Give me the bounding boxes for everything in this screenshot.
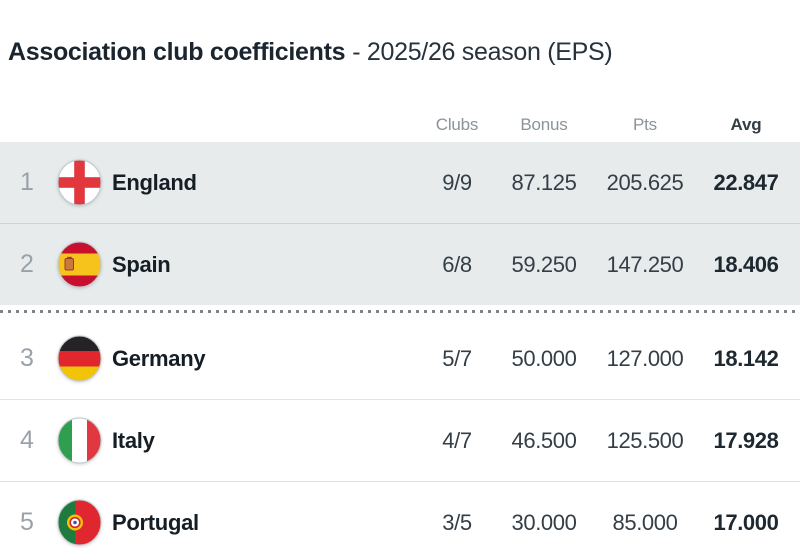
avg-cell: 18.142 [713,345,779,371]
avg-cell: 17.928 [713,427,779,453]
column-header-clubs: Clubs [435,115,479,134]
clubs-cell: 4/7 [442,427,472,453]
country-name: England [112,169,197,195]
clubs-cell: 6/8 [442,251,472,277]
pts-cell: 85.000 [612,509,678,535]
clubs-cell: 9/9 [442,169,472,195]
rank-cell: 1 [20,168,34,196]
table-row-spain[interactable]: 2 Spain 6/8 59.250 147.250 18.406 [0,223,800,305]
bonus-cell: 46.500 [511,427,577,453]
pts-cell: 205.625 [606,169,684,195]
table-row-england[interactable]: 1 England 9/9 87.125 205.625 22.847 [0,142,800,223]
column-header-avg: Avg [730,115,762,134]
pts-cell: 147.250 [606,251,684,277]
bonus-cell: 87.125 [511,169,577,195]
spain-flag-icon [48,241,110,288]
page-title-subtitle: - 2025/26 season (EPS) [352,38,613,66]
page-title: Association club coefficients - 2025/26 s… [8,37,800,67]
table-row-germany[interactable]: 3 Germany 5/7 50.000 127.000 18.142 [0,318,800,399]
clubs-cell: 3/5 [442,509,472,535]
rank-cell: 3 [20,344,34,372]
bonus-cell: 50.000 [511,345,577,371]
rank-cell: 5 [20,508,34,536]
country-name: Germany [112,345,206,371]
rank-cell: 2 [20,250,34,278]
pts-cell: 127.000 [606,345,684,371]
table-body: 1 England 9/9 87.125 205.625 22.847 2 Sp… [0,142,800,555]
country-name: Spain [112,251,171,277]
qualification-cutoff-divider [0,305,800,318]
country-name: Italy [112,427,155,453]
country-name: Portugal [112,509,199,535]
table-row-italy[interactable]: 4 Italy 4/7 46.500 125.500 17.928 [0,399,800,481]
germany-flag-icon [48,335,110,382]
avg-cell: 22.847 [713,169,779,195]
table-row-portugal[interactable]: 5 Portugal 3/5 30.000 85.000 17.000 [0,481,800,555]
avg-cell: 17.000 [713,509,779,535]
bonus-cell: 30.000 [511,509,577,535]
column-header-pts: Pts [633,115,657,134]
rank-cell: 4 [20,426,34,454]
column-header-bonus: Bonus [520,115,568,134]
table-header: Clubs Bonus Pts Avg [0,108,800,142]
page-title-main: Association club coefficients [8,38,346,66]
bonus-cell: 59.250 [511,251,577,277]
pts-cell: 125.500 [606,427,684,453]
portugal-flag-icon [48,499,110,546]
italy-flag-icon [48,417,110,464]
avg-cell: 18.406 [713,251,779,277]
clubs-cell: 5/7 [442,345,472,371]
england-flag-icon [48,159,110,206]
